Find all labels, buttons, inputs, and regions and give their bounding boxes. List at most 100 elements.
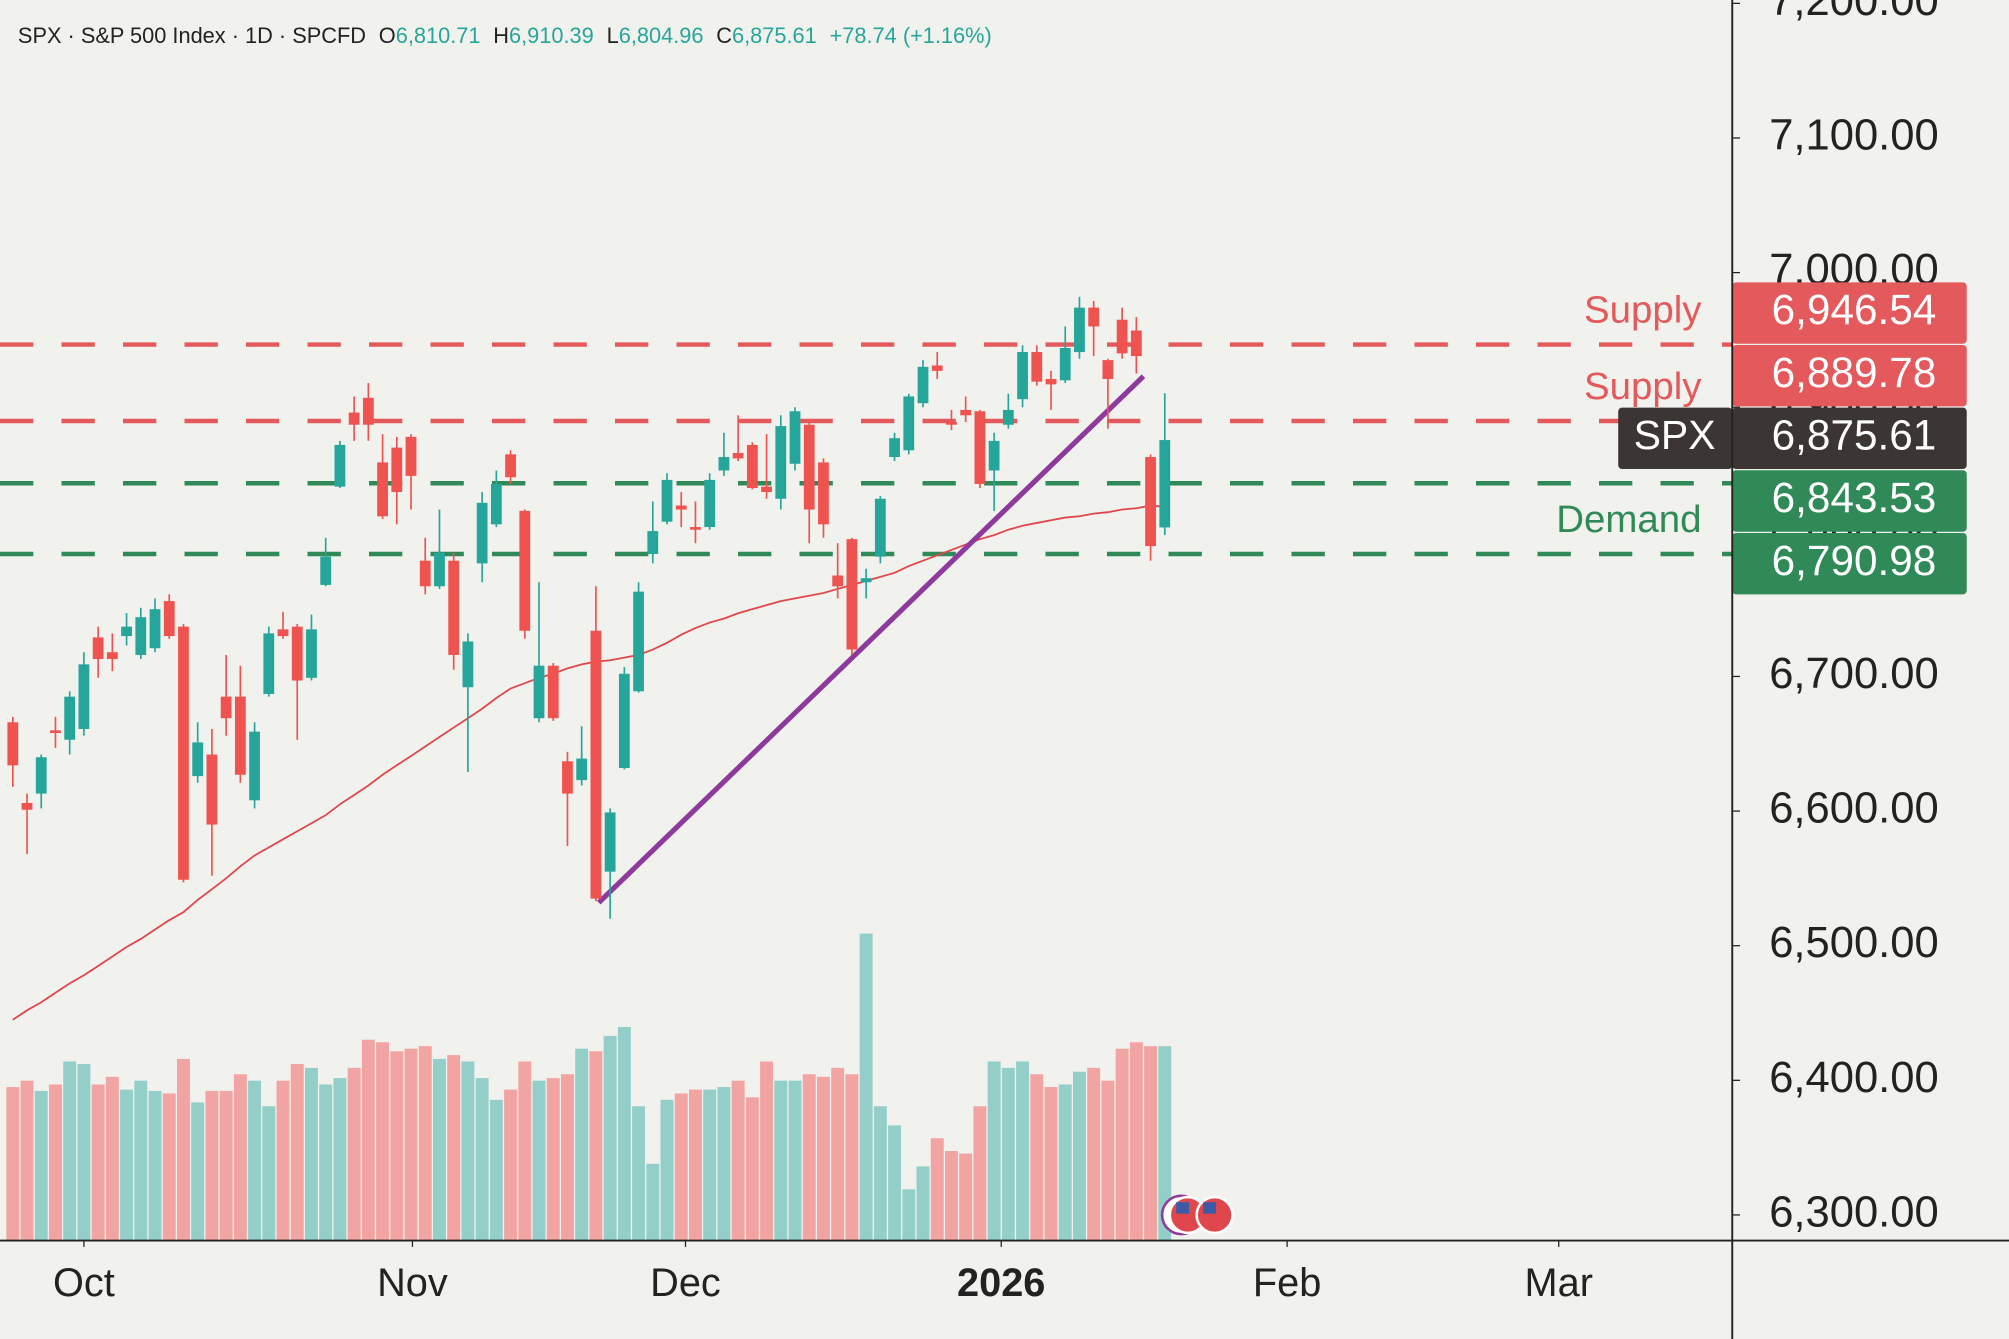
volume-bar — [432, 1058, 446, 1241]
volume-bar — [831, 1067, 845, 1241]
candle-body — [1159, 440, 1171, 528]
ohlc-key: O — [379, 23, 396, 48]
event-icons — [1160, 1194, 1234, 1236]
flag-canton — [1203, 1202, 1216, 1214]
volume-bar — [6, 1087, 20, 1241]
ohlc-key: H — [493, 23, 509, 48]
volume-bar — [731, 1080, 745, 1241]
price-badge — [1732, 407, 1967, 470]
volume-bar — [262, 1106, 276, 1241]
volume-bar — [48, 1084, 62, 1241]
candle-body — [1088, 307, 1100, 327]
volume-bar — [575, 1048, 589, 1241]
candle-body — [562, 761, 573, 794]
volume-bar — [1101, 1080, 1115, 1241]
candle-body — [92, 637, 104, 659]
level-label: Supply — [1584, 365, 1702, 408]
volume-bar — [959, 1153, 973, 1241]
candle-body — [1130, 330, 1142, 357]
y-tick-label: 6,400.00 — [1769, 1054, 1939, 1102]
candle-body — [874, 498, 886, 557]
candle-body — [320, 556, 332, 585]
candle-body — [690, 527, 701, 530]
overlay: 6,300.00 6,400.00 6,500.00 6,600.00 6,700.00… — [53, 0, 1967, 1305]
change: +78.74 (+1.16%) — [830, 23, 992, 48]
chart-title: SPX · S&P 500 Index · 1D · SPCFD — [18, 23, 366, 48]
volume-bar — [1030, 1074, 1044, 1241]
candle-body — [263, 633, 275, 694]
volume-bar — [873, 1106, 887, 1241]
candle-body — [149, 609, 161, 649]
volume-bar — [162, 1093, 176, 1241]
symbol-badge — [1618, 407, 1733, 470]
volume-bar — [134, 1080, 148, 1241]
volume-bar — [91, 1084, 105, 1241]
candle-body — [206, 754, 218, 825]
volume-bar — [518, 1061, 532, 1241]
candle-body — [818, 462, 829, 525]
volume-bar — [944, 1151, 958, 1241]
volume-bar — [1087, 1067, 1101, 1241]
candle-body — [519, 510, 531, 631]
candle-body — [618, 673, 630, 769]
ohlc-value: 6,875.61 — [732, 23, 817, 48]
volume-bar — [20, 1080, 34, 1241]
volume-bar — [1129, 1042, 1143, 1241]
volume-bar — [717, 1087, 731, 1241]
volume-bar — [205, 1090, 219, 1241]
candle-body — [505, 454, 516, 478]
candle-body — [476, 502, 488, 564]
volume-bar — [1016, 1061, 1030, 1241]
candle-body — [21, 803, 33, 810]
candle-body — [732, 452, 744, 459]
level-label: Demand — [1556, 498, 1701, 541]
volume-bar — [1115, 1048, 1129, 1241]
volume-bar — [447, 1055, 461, 1241]
candle-body — [362, 397, 374, 425]
symbol-label: SPX — [1634, 412, 1716, 458]
volume-bar — [1058, 1084, 1072, 1241]
volume-bar — [461, 1061, 475, 1241]
candle-body — [1074, 307, 1085, 353]
candle-body — [761, 486, 772, 493]
volume-bar — [376, 1042, 390, 1241]
volume-bar — [845, 1074, 859, 1241]
candle-body — [974, 411, 986, 484]
volume-bar — [233, 1074, 247, 1241]
candle-body — [192, 742, 204, 777]
price-badge-label: 6,875.61 — [1772, 412, 1937, 459]
volume-bar — [902, 1189, 916, 1241]
ohlc-key: C — [716, 23, 732, 48]
candle-body — [249, 731, 260, 801]
ohlc-value: 6,810.71 — [396, 23, 481, 48]
volume-bar — [660, 1099, 674, 1241]
candle-body — [1045, 378, 1057, 385]
y-tick-label: 7,100.00 — [1769, 112, 1939, 160]
price-badge-label: 6,790.98 — [1772, 537, 1937, 584]
volume-bar — [34, 1090, 48, 1241]
candle-body — [1002, 409, 1014, 425]
candle-body — [1145, 457, 1156, 547]
candle-body — [377, 462, 388, 517]
volume-bar — [418, 1046, 432, 1241]
candle-body — [277, 629, 289, 637]
volume-bar — [859, 933, 873, 1241]
candle-body — [590, 630, 602, 899]
volume-bar — [290, 1064, 304, 1241]
volume-bar — [774, 1080, 788, 1241]
price-badge-label: 6,946.54 — [1772, 286, 1937, 333]
volume-bar — [532, 1080, 546, 1241]
candle-body — [78, 664, 90, 729]
candle-body — [903, 396, 915, 451]
candle-body — [576, 758, 588, 781]
candle-body — [7, 722, 19, 766]
volume-bar — [632, 1106, 646, 1241]
volume-bar — [504, 1089, 518, 1241]
volume-bar — [760, 1061, 774, 1241]
y-tick-label: 6,600.00 — [1769, 785, 1939, 833]
candle-body — [661, 479, 673, 522]
candle-body — [135, 617, 147, 655]
candle-body — [291, 626, 303, 681]
candle-body — [334, 444, 346, 487]
